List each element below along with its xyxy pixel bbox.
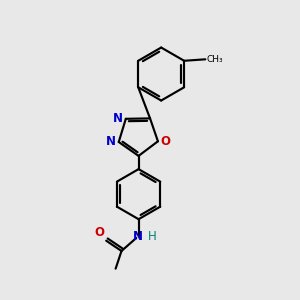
Text: N: N xyxy=(133,230,143,243)
Text: N: N xyxy=(113,112,123,125)
Text: N: N xyxy=(106,136,116,148)
Text: H: H xyxy=(147,230,156,243)
Text: O: O xyxy=(94,226,104,239)
Text: CH₃: CH₃ xyxy=(206,55,223,64)
Text: O: O xyxy=(160,135,171,148)
